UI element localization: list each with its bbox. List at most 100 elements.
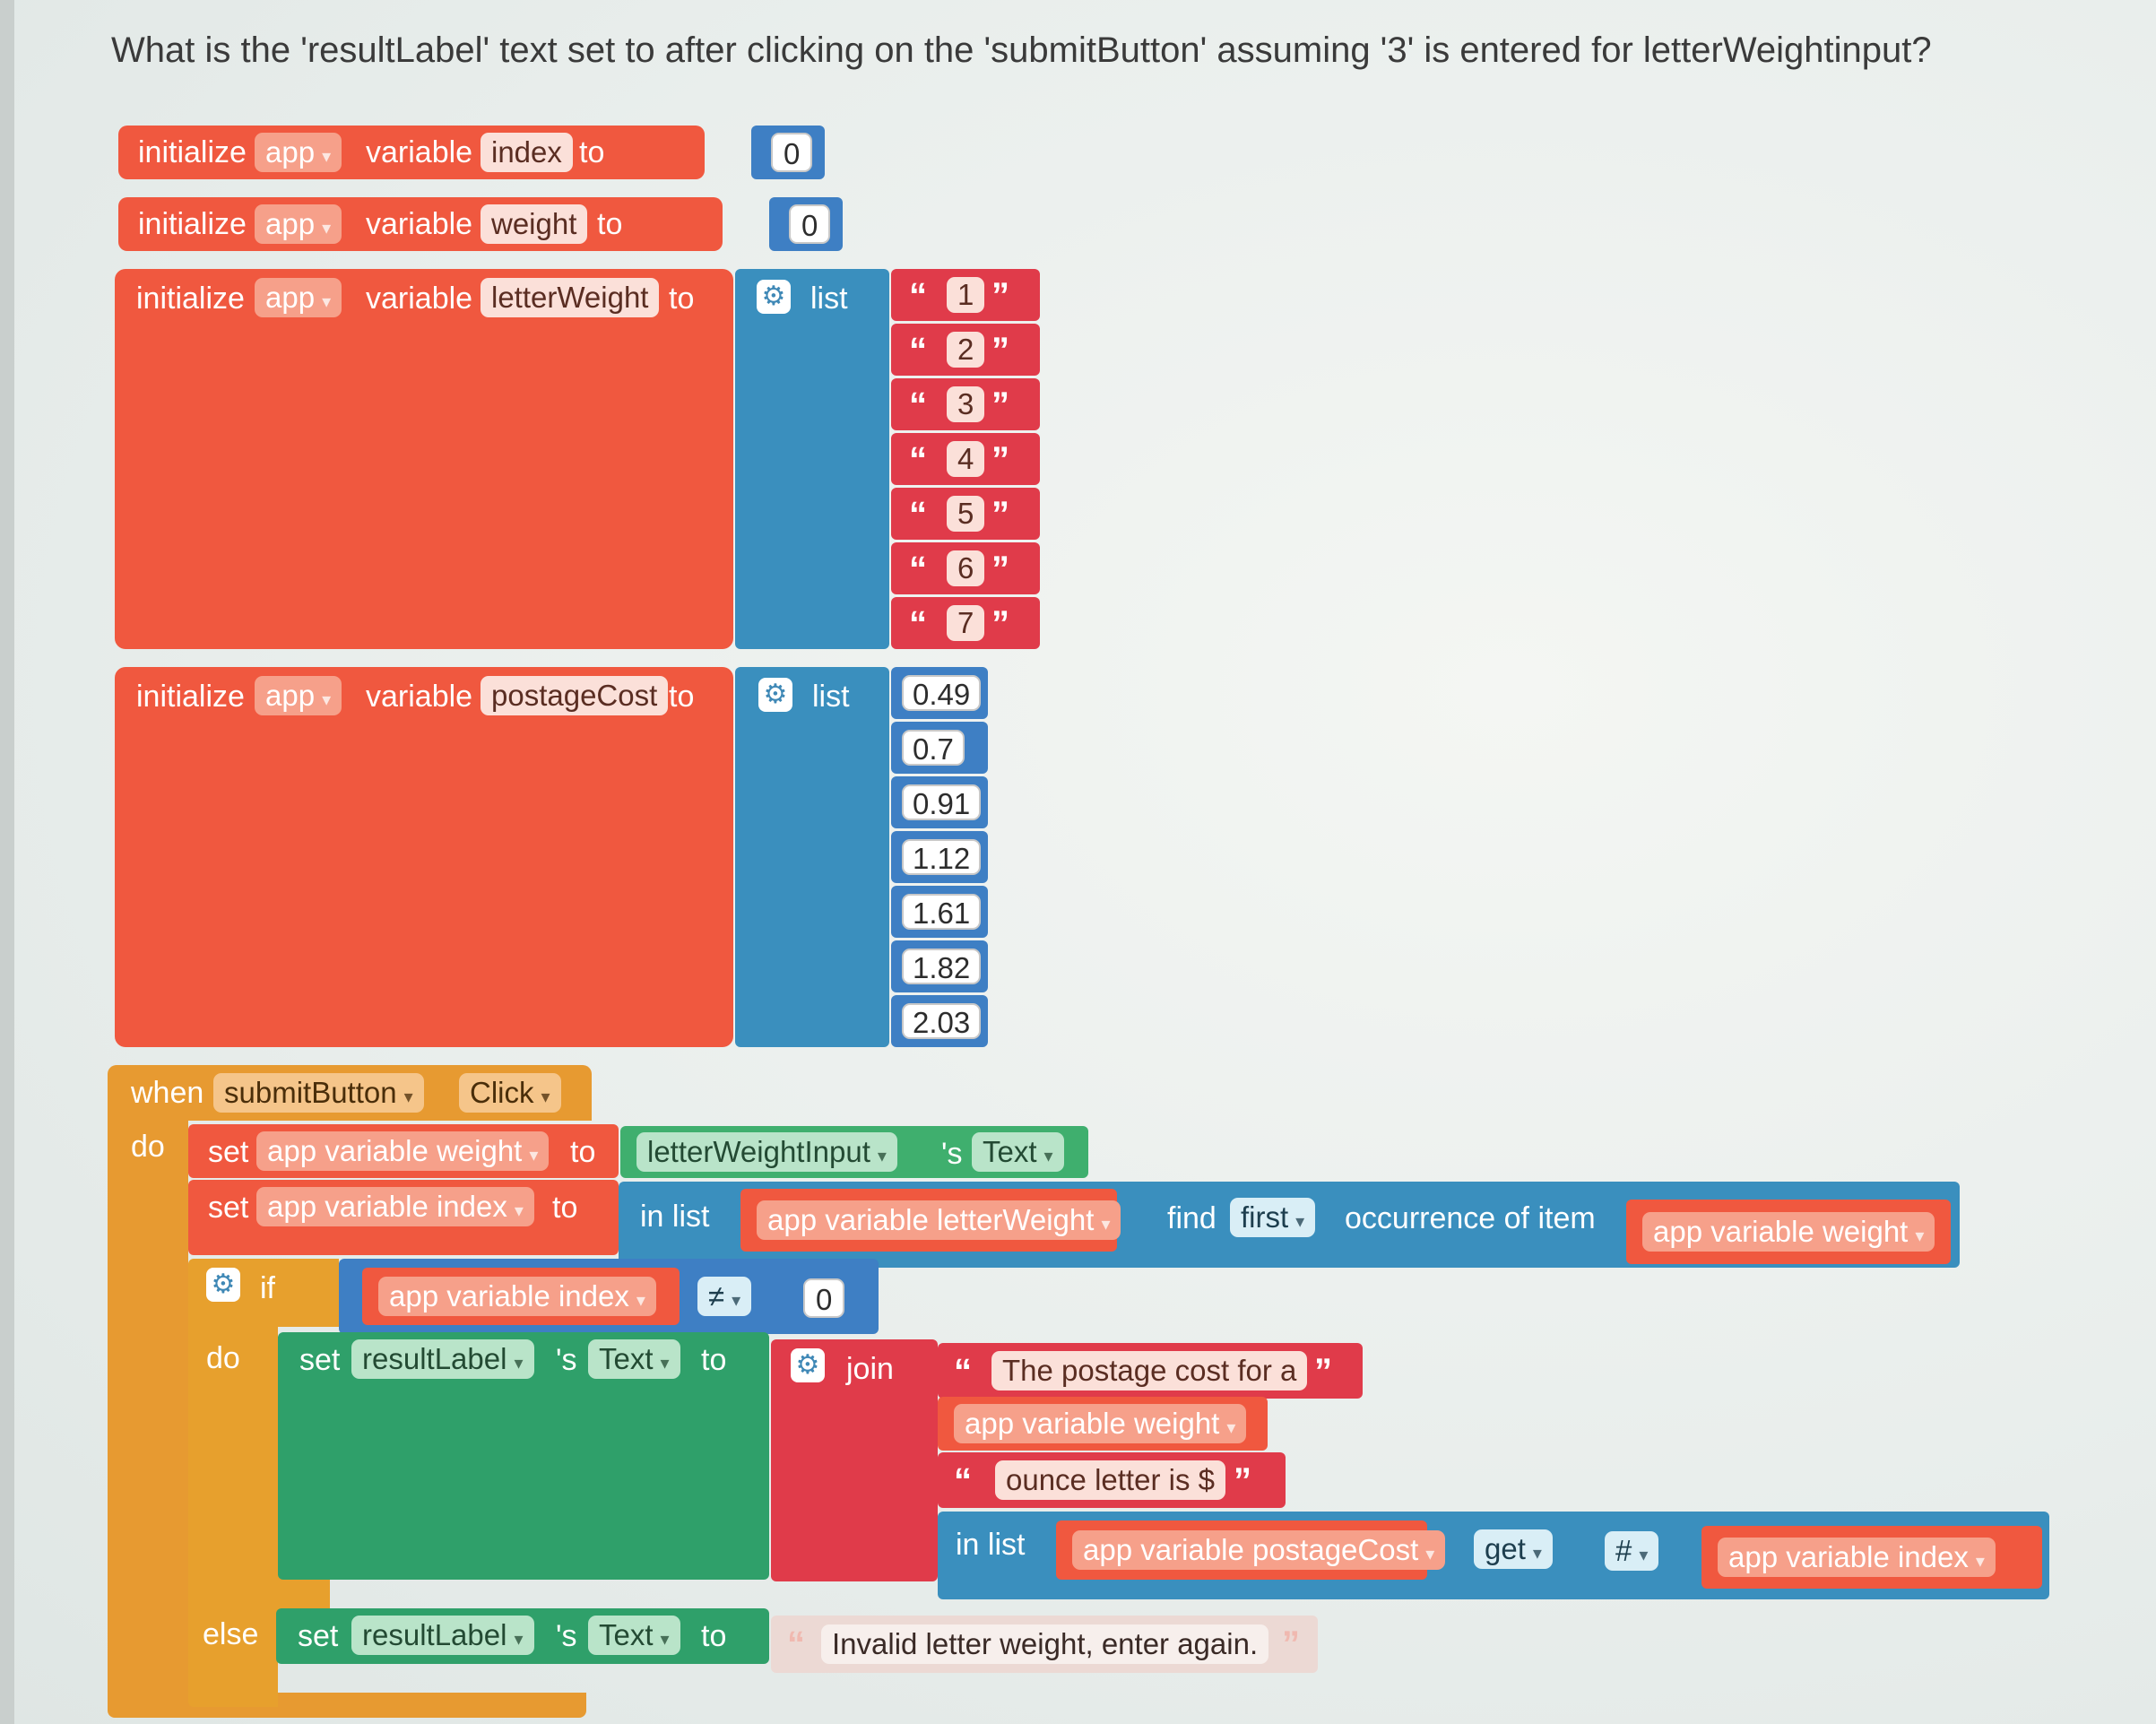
text-value[interactable]: Invalid letter weight, enter again. — [821, 1624, 1269, 1664]
index-var-getter[interactable]: app variable index — [1701, 1526, 2042, 1589]
variable-dropdown[interactable]: app variable index — [378, 1277, 656, 1316]
text-item-block[interactable]: “ 3” — [891, 378, 1040, 430]
gear-icon[interactable]: ⚙ — [757, 280, 791, 314]
scope-dropdown[interactable]: app — [255, 204, 342, 244]
text-value[interactable]: 6 — [947, 550, 985, 586]
when-click-event-block[interactable]: when submitButton Click — [108, 1065, 592, 1121]
number-value[interactable]: 0 — [771, 133, 813, 172]
variable-dropdown[interactable]: app variable weight — [954, 1404, 1247, 1443]
compare-value[interactable]: 0 — [803, 1278, 845, 1318]
variable-dropdown[interactable]: app variable postageCost — [1072, 1530, 1446, 1570]
operator-dropdown[interactable]: ≠ — [697, 1277, 752, 1316]
text-item-block[interactable]: “ 6” — [891, 542, 1040, 594]
set-weight-block[interactable]: set app variable weight to — [188, 1124, 619, 1178]
join-var-weight-getter[interactable]: app variable weight — [938, 1397, 1268, 1451]
number-value[interactable]: 2.03 — [902, 1003, 982, 1039]
property-dropdown[interactable]: Text — [972, 1132, 1064, 1172]
text-value[interactable]: 7 — [947, 605, 985, 641]
text-item-block[interactable]: “ 4” — [891, 433, 1040, 485]
number-value[interactable]: 1.12 — [902, 839, 982, 875]
component-dropdown[interactable]: resultLabel — [351, 1616, 534, 1655]
scope-dropdown[interactable]: app — [255, 133, 342, 172]
init-index-block[interactable]: initialize app variable index to 0 — [118, 126, 825, 179]
number-item-block[interactable]: 1.61 — [891, 886, 988, 938]
text-value[interactable]: 5 — [947, 496, 985, 532]
number-item-block[interactable]: 0.91 — [891, 776, 988, 828]
list-var-getter[interactable]: app variable postageCost — [1056, 1520, 1446, 1580]
item-var-getter[interactable]: app variable weight — [1626, 1200, 1951, 1264]
make-list-block[interactable]: ⚙ list — [735, 667, 889, 1047]
number-item-block[interactable]: 0.7 — [891, 722, 988, 774]
text-value[interactable]: 1 — [947, 277, 985, 313]
text-item-block[interactable]: “ 5” — [891, 488, 1040, 540]
number-item-block[interactable]: 2.03 — [891, 995, 988, 1047]
text-value[interactable]: 3 — [947, 386, 985, 422]
initialize-keyword: initialize — [138, 135, 247, 169]
component-dropdown[interactable]: resultLabel — [351, 1339, 534, 1379]
number-value[interactable]: 1.61 — [902, 894, 982, 930]
variable-name-field[interactable]: postageCost — [481, 676, 669, 715]
else-set-resultlabel-block[interactable]: set resultLabel 's Text to — [276, 1608, 769, 1664]
initialize-keyword: initialize — [138, 207, 247, 241]
possessive-label: 's — [556, 1619, 577, 1653]
make-list-block[interactable]: ⚙ list — [735, 269, 889, 649]
index-in-list-block[interactable]: in list app variable letterWeight find f… — [619, 1182, 1960, 1268]
join-text-block-2[interactable]: “ ounce letter is $ ” — [938, 1452, 1286, 1508]
number-block[interactable]: 0 — [751, 126, 825, 179]
set-index-block[interactable]: set app variable index to — [188, 1180, 619, 1255]
text-item-block[interactable]: “ 2” — [891, 324, 1040, 376]
text-value[interactable]: The postage cost for a — [991, 1351, 1308, 1390]
number-value[interactable]: 1.82 — [902, 949, 982, 984]
text-value[interactable]: ounce letter is $ — [995, 1460, 1225, 1500]
text-item-block[interactable]: “ 1” — [891, 269, 1040, 321]
else-text-block[interactable]: “ Invalid letter weight, enter again. ” — [771, 1616, 1318, 1673]
gear-icon[interactable]: ⚙ — [758, 678, 792, 712]
property-dropdown[interactable]: Text — [588, 1339, 680, 1379]
property-dropdown[interactable]: Text — [588, 1616, 680, 1655]
compare-block[interactable]: app variable index ≠ 0 — [339, 1259, 879, 1334]
number-item-block[interactable]: 1.12 — [891, 831, 988, 883]
close-quote-icon: ” — [1282, 1624, 1300, 1664]
close-quote-icon: ” — [991, 604, 1009, 644]
number-item-block[interactable]: 0.49 — [891, 667, 988, 719]
number-block[interactable]: 0 — [769, 197, 843, 251]
component-dropdown[interactable]: letterWeightInput — [636, 1132, 897, 1172]
scope-dropdown[interactable]: app — [255, 278, 342, 317]
gear-icon[interactable]: ⚙ — [206, 1268, 240, 1302]
init-postagecost-block[interactable]: initialize app variable postageCost to — [115, 667, 733, 1047]
scope-dropdown[interactable]: app — [255, 676, 342, 715]
variable-dropdown[interactable]: app variable letterWeight — [757, 1200, 1121, 1240]
number-value[interactable]: 0 — [789, 204, 831, 244]
variable-name-field[interactable]: weight — [481, 204, 588, 244]
number-value[interactable]: 0.91 — [902, 784, 982, 820]
index-type-dropdown[interactable]: # — [1605, 1531, 1659, 1571]
text-item-block[interactable]: “ 7” — [891, 597, 1040, 649]
if-else-block[interactable]: ⚙ if do else — [188, 1259, 278, 1707]
text-value[interactable]: 4 — [947, 441, 985, 477]
variable-name-field[interactable]: index — [481, 133, 573, 172]
number-value[interactable]: 0.49 — [902, 675, 982, 711]
variable-name-field[interactable]: letterWeight — [481, 278, 660, 317]
variable-dropdown[interactable]: app variable index — [1718, 1538, 1996, 1577]
set-resultlabel-block[interactable]: set resultLabel 's Text to — [278, 1332, 769, 1580]
index-var-getter[interactable]: app variable index — [362, 1268, 680, 1325]
number-value[interactable]: 0.7 — [902, 730, 965, 766]
component-dropdown[interactable]: submitButton — [213, 1073, 424, 1113]
variable-dropdown[interactable]: app variable weight — [1642, 1212, 1935, 1252]
get-dropdown[interactable]: get — [1474, 1529, 1553, 1569]
number-item-block[interactable]: 1.82 — [891, 940, 988, 992]
component-text-getter[interactable]: letterWeightInput 's Text — [620, 1126, 1088, 1178]
text-value[interactable]: 2 — [947, 332, 985, 368]
init-weight-block[interactable]: initialize app variable weight to 0 — [118, 197, 843, 251]
gear-icon[interactable]: ⚙ — [791, 1348, 825, 1382]
variable-dropdown[interactable]: app variable index — [256, 1187, 534, 1226]
first-dropdown[interactable]: first — [1230, 1198, 1316, 1237]
variable-dropdown[interactable]: app variable weight — [256, 1131, 550, 1171]
join-block[interactable]: ⚙ join — [771, 1339, 938, 1581]
join-text-block-1[interactable]: “ The postage cost for a ” — [938, 1343, 1363, 1399]
to-label: to — [701, 1619, 727, 1653]
select-list-item-block[interactable]: in list app variable postageCost get # a… — [938, 1512, 2049, 1599]
event-dropdown[interactable]: Click — [459, 1073, 561, 1113]
init-letterweight-block[interactable]: initialize app variable letterWeight to — [115, 269, 733, 649]
list-var-getter[interactable]: app variable letterWeight — [740, 1189, 1121, 1252]
